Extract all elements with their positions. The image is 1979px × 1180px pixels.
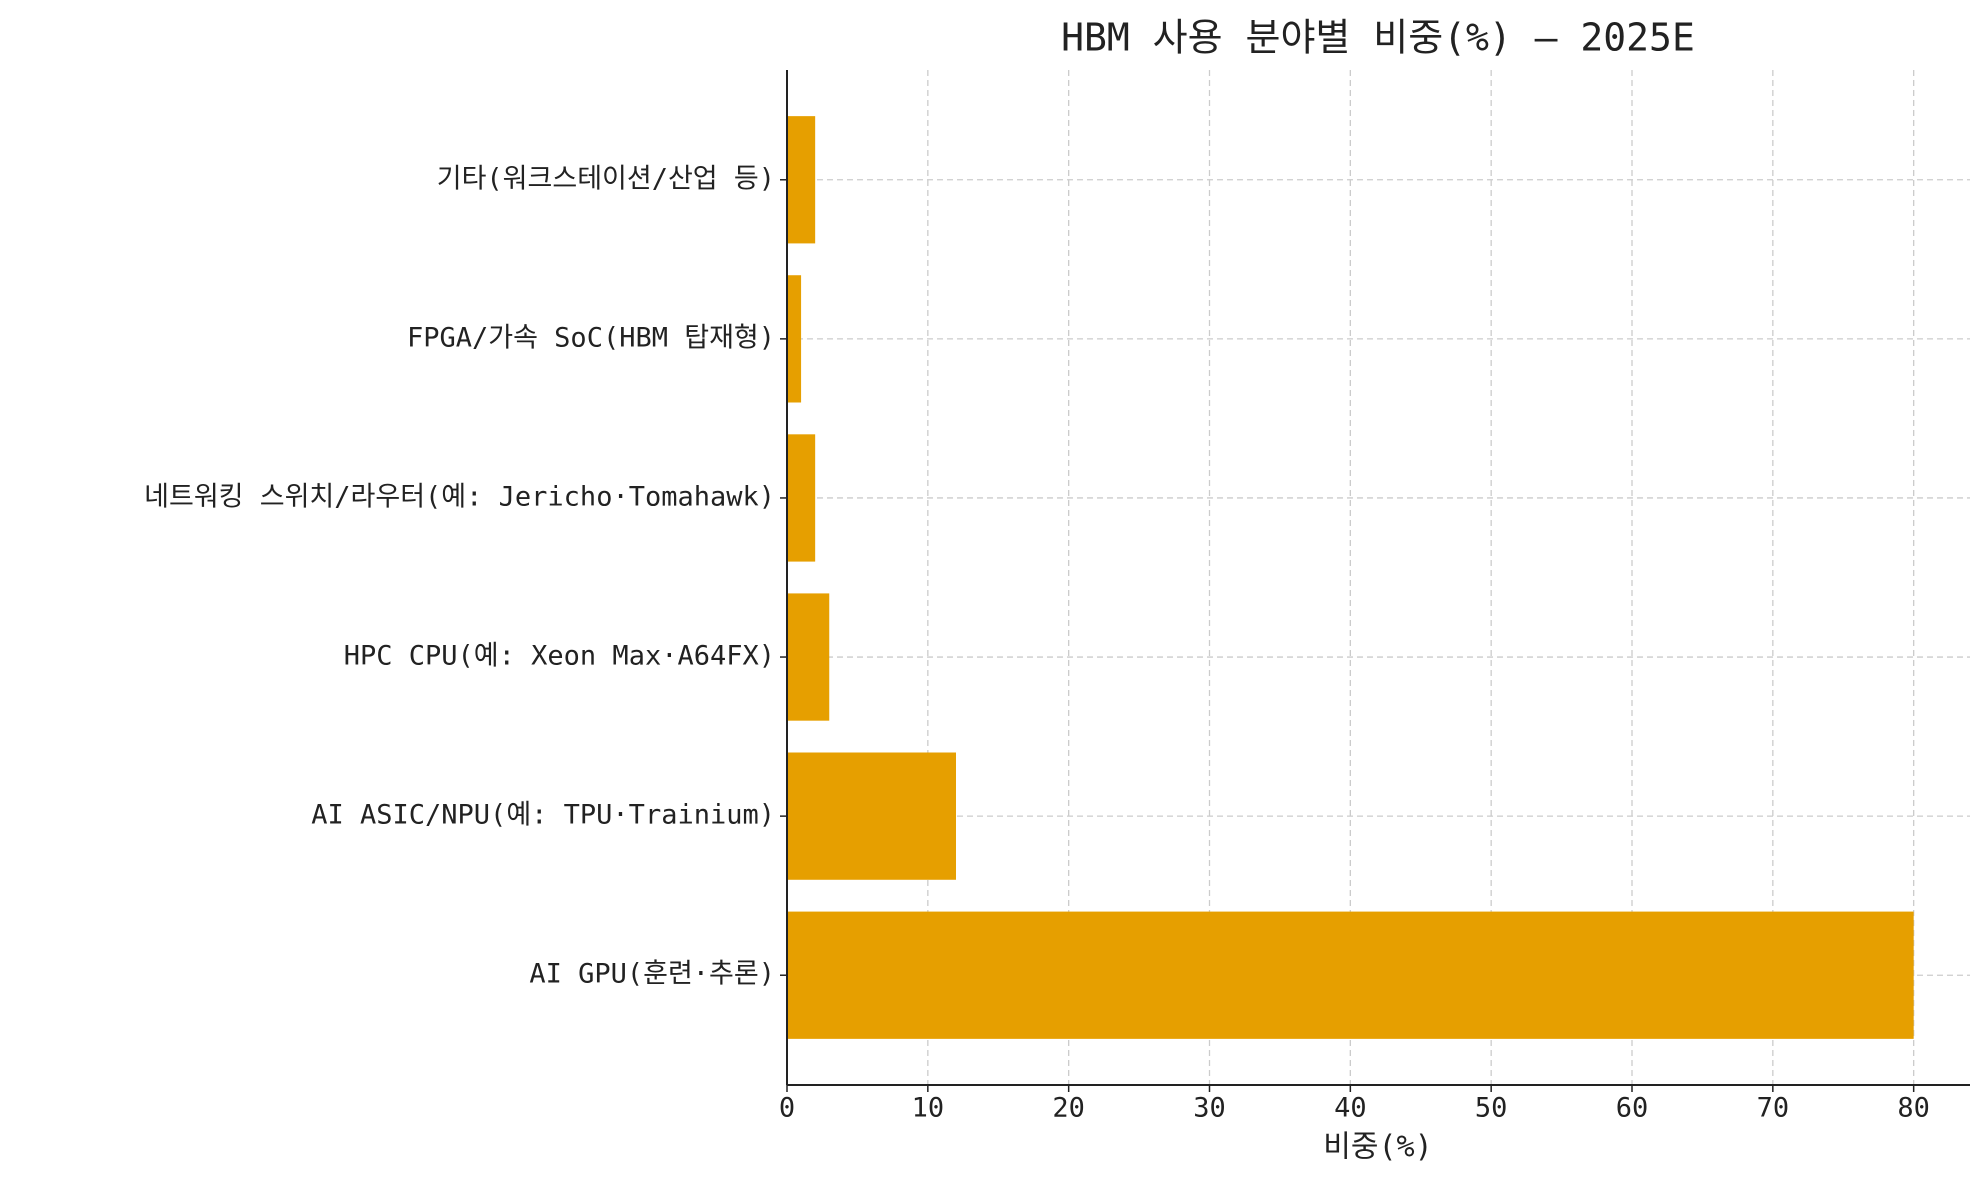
y-tick-label: FPGA/가속 SoC(HBM 탑재형)	[407, 322, 775, 353]
bar	[787, 434, 816, 562]
bar	[787, 593, 830, 721]
bar	[787, 911, 1914, 1039]
x-tick-label: 50	[1475, 1093, 1508, 1124]
y-tick-label: HPC CPU(예: Xeon Max·A64FX)	[344, 641, 775, 672]
x-tick-label: 30	[1193, 1093, 1226, 1124]
x-axis-label: 비중(%)	[1323, 1130, 1432, 1165]
x-tick-label: 40	[1334, 1093, 1367, 1124]
x-tick-label: 80	[1897, 1093, 1930, 1124]
bar	[787, 275, 802, 403]
x-tick-label: 60	[1616, 1093, 1649, 1124]
y-tick-label: 네트워킹 스위치/라우터(예: Jericho·Tomahawk)	[144, 481, 775, 512]
x-tick-label: 10	[912, 1093, 945, 1124]
y-tick-label: 기타(워크스테이션/산업 등)	[437, 163, 775, 194]
x-tick-label: 20	[1052, 1093, 1085, 1124]
bar	[787, 752, 956, 880]
x-tick-label: 70	[1757, 1093, 1790, 1124]
bar	[787, 116, 816, 244]
y-tick-label: AI GPU(훈련·추론)	[529, 959, 775, 990]
y-tick-label: AI ASIC/NPU(예: TPU·Trainium)	[311, 800, 775, 831]
chart-title: HBM 사용 분야별 비중(%) — 2025E	[1061, 16, 1695, 60]
x-tick-label: 0	[779, 1093, 795, 1124]
